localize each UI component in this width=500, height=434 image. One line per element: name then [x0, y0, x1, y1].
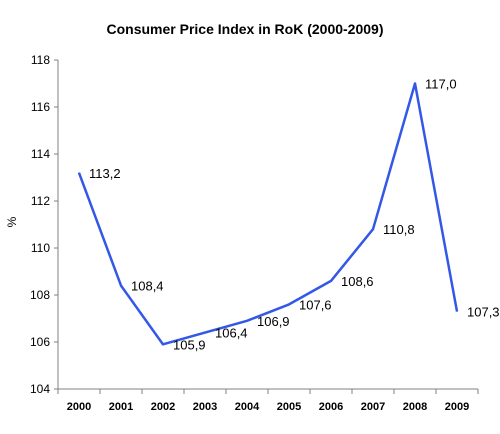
x-tick-label: 2004: [235, 401, 260, 413]
data-point: [456, 310, 458, 312]
series-line-layer: [77, 82, 459, 346]
data-point: [246, 320, 248, 322]
chart-title: Consumer Price Index in RoK (2000-2009): [107, 21, 384, 37]
data-point: [372, 228, 374, 230]
data-label: 108,4: [131, 279, 164, 294]
data-label: 106,4: [215, 326, 248, 341]
data-point: [162, 343, 164, 345]
x-tick-label: 2008: [403, 401, 427, 413]
y-axis-label: %: [5, 216, 19, 227]
y-tick-label: 116: [31, 100, 50, 114]
y-tick-label: 118: [31, 53, 50, 67]
x-tick-label: 2001: [109, 401, 133, 413]
data-point: [414, 83, 416, 84]
data-point: [330, 280, 332, 282]
data-label: 106,9: [257, 314, 290, 329]
data-point: [120, 285, 122, 287]
data-label: 113,2: [89, 166, 121, 181]
y-tick-label: 104: [30, 382, 50, 396]
x-tick-label: 2002: [151, 401, 175, 413]
data-label: 107,3: [467, 304, 500, 319]
x-tick-label: 2000: [67, 401, 91, 413]
data-label: 108,6: [341, 274, 374, 289]
x-tick-label: 2006: [319, 401, 343, 413]
y-tick-label: 112: [31, 194, 50, 208]
x-tick-label: 2009: [445, 401, 469, 413]
axes: 104 106 108 110 112 114 116 118 2000 2001 2002 2003…: [30, 53, 479, 413]
data-point: [78, 172, 80, 174]
series-line: [77, 82, 459, 346]
data-point: [288, 303, 290, 305]
y-tick-label: 108: [30, 288, 50, 302]
data-label: 105,9: [173, 337, 206, 352]
data-label: 117,0: [425, 77, 457, 92]
data-label: 107,6: [299, 297, 332, 312]
y-tick-label: 114: [31, 147, 50, 161]
x-tick-label: 2007: [361, 401, 385, 413]
y-tick-label: 110: [31, 241, 50, 255]
data-label: 110,8: [383, 222, 415, 237]
data-label-layer: 113,2 108,4 105,9 106,4 106,9 107,6 108,6 110,8…: [89, 77, 500, 353]
x-tick-label: 2003: [193, 401, 217, 413]
y-tick-label: 106: [30, 335, 50, 349]
data-point: [204, 332, 206, 334]
x-tick-label: 2005: [277, 401, 301, 413]
